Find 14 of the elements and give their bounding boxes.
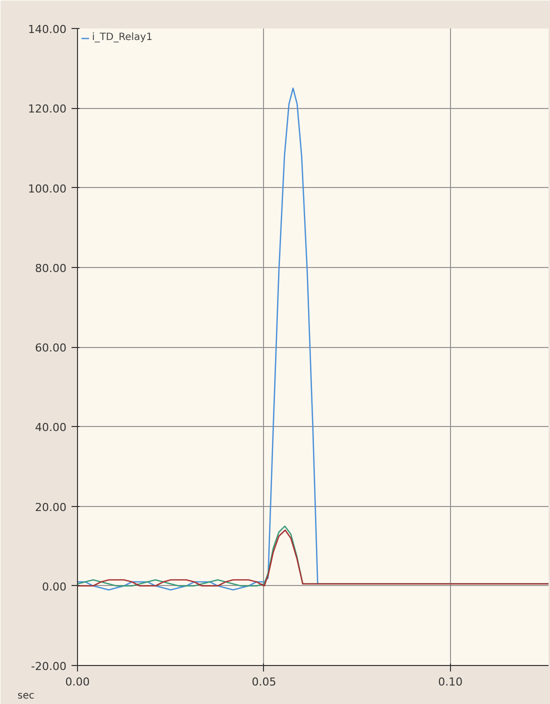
y-tick-label: -20.00 [31, 660, 67, 673]
x-tick-label: 0.00 [65, 676, 90, 688]
x-tick-label: 0.05 [252, 676, 276, 688]
y-tick-label: 20.00 [35, 500, 67, 514]
x-tick-label: 0.10 [438, 676, 463, 688]
y-tick-label: 140.00 [28, 23, 67, 36]
y-tick-label: 40.00 [35, 421, 67, 434]
x-axis-title: sec [18, 690, 34, 702]
legend-label: i_TD_Relay1 [92, 32, 152, 43]
y-tick-label: 100.00 [28, 182, 67, 196]
y-tick-label: 120.00 [28, 102, 67, 116]
y-tick-label: 0.00 [42, 580, 67, 594]
y-tick-label: 80.00 [35, 262, 67, 275]
y-tick-label: 60.00 [35, 342, 67, 354]
